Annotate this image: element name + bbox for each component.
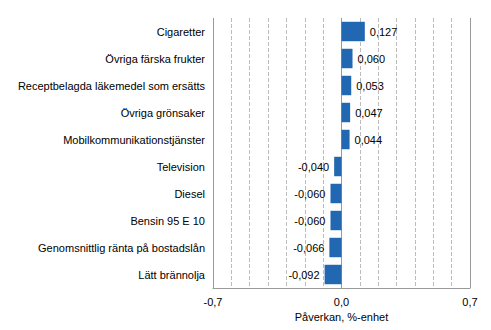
svg-text:0,127: 0,127 bbox=[370, 26, 398, 38]
svg-text:Diesel: Diesel bbox=[174, 188, 205, 200]
svg-text:-0,7: -0,7 bbox=[204, 296, 223, 308]
svg-text:Receptbelagda läkemedel som er: Receptbelagda läkemedel som ersätts bbox=[18, 80, 206, 92]
svg-text:-0,066: -0,066 bbox=[293, 242, 324, 254]
svg-text:Genomsnittlig ränta på bostads: Genomsnittlig ränta på bostadslån bbox=[38, 242, 205, 254]
svg-text:Bensin 95 E 10: Bensin 95 E 10 bbox=[130, 215, 205, 227]
svg-text:0,053: 0,053 bbox=[356, 80, 384, 92]
svg-text:0,047: 0,047 bbox=[355, 107, 383, 119]
svg-text:Lätt brännolja: Lätt brännolja bbox=[138, 269, 206, 281]
svg-text:0,7: 0,7 bbox=[462, 296, 477, 308]
svg-text:0,060: 0,060 bbox=[358, 53, 386, 65]
svg-text:-0,060: -0,060 bbox=[294, 215, 325, 227]
svg-text:Mobilkommunikationstjänster: Mobilkommunikationstjänster bbox=[63, 134, 205, 146]
svg-text:-0,092: -0,092 bbox=[288, 269, 319, 281]
svg-text:Övriga grönsaker: Övriga grönsaker bbox=[121, 107, 206, 119]
svg-text:Påverkan, %-enhet: Påverkan, %-enhet bbox=[295, 311, 389, 323]
svg-text:-0,040: -0,040 bbox=[298, 161, 329, 173]
svg-text:-0,060: -0,060 bbox=[294, 188, 325, 200]
svg-text:0,044: 0,044 bbox=[355, 134, 383, 146]
svg-text:Övriga färska frukter: Övriga färska frukter bbox=[105, 53, 205, 65]
svg-text:0,0: 0,0 bbox=[334, 296, 349, 308]
svg-text:Television: Television bbox=[157, 161, 205, 173]
svg-text:Cigaretter: Cigaretter bbox=[157, 26, 206, 38]
